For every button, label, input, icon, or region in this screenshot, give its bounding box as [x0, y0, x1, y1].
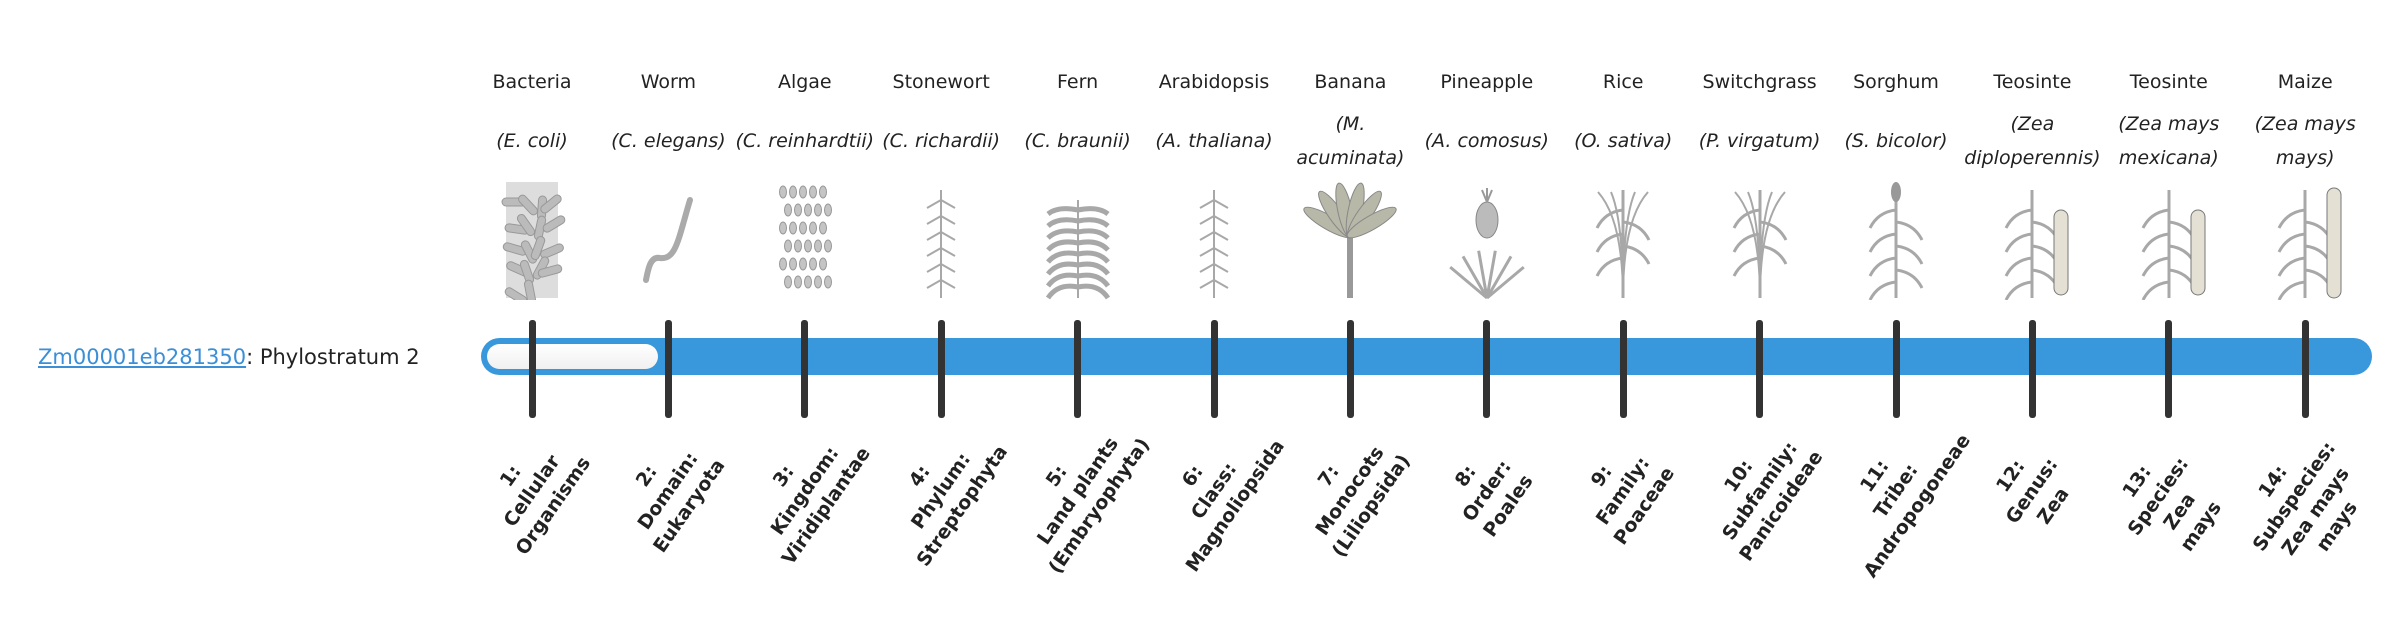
scientific-name: (C. elegans) — [598, 102, 738, 180]
phylostratum-bar-unfilled — [487, 344, 659, 369]
scientific-name-text: (O. sativa) — [1574, 130, 1673, 152]
banana-icon — [1303, 182, 1398, 298]
scientific-name-text: (C. elegans) — [611, 130, 726, 152]
scientific-name: (Zea mays mays) — [2235, 102, 2375, 180]
stratum-tick — [1892, 320, 1900, 418]
scientific-name: (C. reinhardtii) — [735, 102, 875, 180]
phylostratum-bar — [481, 338, 2372, 375]
organism-name: Bacteria — [492, 71, 572, 93]
bacteria-icon — [501, 182, 566, 300]
organism-column: Fern (C. braunii) — [1008, 62, 1148, 300]
sorghum-icon — [1868, 182, 1924, 300]
organism-column: Sorghum (S. bicolor) — [1826, 62, 1966, 300]
organism-name: Banana — [1314, 71, 1387, 93]
teosinte-icon — [2005, 190, 2069, 300]
scientific-name: (C. braunii) — [1008, 102, 1148, 180]
organism-name: Worm — [640, 71, 697, 93]
stratum-tick — [528, 320, 536, 418]
scientific-name: (Zea mays mexicana) — [2099, 102, 2239, 180]
arabidopsis-icon — [1199, 190, 1229, 298]
stratum-tick — [1210, 320, 1218, 418]
organism-column: Teosinte (Zea mays mexicana) — [2099, 62, 2239, 300]
stratum-tick — [1619, 320, 1627, 418]
organism-name: Arabidopsis — [1158, 71, 1270, 93]
switchgrass-icon — [1732, 190, 1787, 299]
organism-name: Sorghum — [1853, 71, 1939, 93]
stratum-tick — [937, 320, 945, 418]
maize-icon — [2277, 187, 2342, 300]
organism-name: Maize — [2277, 71, 2333, 93]
organism-column: Maize (Zea mays mays) — [2235, 62, 2375, 300]
stratum-tick — [2301, 320, 2309, 418]
scientific-name: (A. thaliana) — [1144, 102, 1284, 180]
scientific-name: (O. sativa) — [1553, 102, 1693, 180]
organism-column: Arabidopsis (A. thaliana) — [1144, 62, 1284, 298]
organism-name: Stonewort — [892, 71, 990, 93]
teosinte-mexicana-icon — [2141, 190, 2206, 300]
organism-column: Pineapple (A. comosus) — [1417, 62, 1557, 300]
algae-icon — [778, 185, 832, 289]
organism-column: Worm (C. elegans) — [598, 62, 738, 283]
stratum-tick — [1074, 320, 1082, 418]
organism-name: Rice — [1602, 71, 1644, 93]
stratum-tick — [2165, 320, 2173, 418]
scientific-name-text: (Zea mays mays) — [2254, 113, 2356, 169]
scientific-name-text: (P. virgatum) — [1698, 130, 1821, 152]
scientific-name: (S. bicolor) — [1826, 102, 1966, 180]
organism-column: Bacteria (E. coli) — [462, 62, 602, 300]
stratum-tick — [2028, 320, 2036, 418]
scientific-name: (E. coli) — [462, 102, 602, 180]
scientific-name-text: (C. richardii) — [882, 130, 1001, 152]
stratum-tick — [801, 320, 809, 418]
scientific-name-text: (C. reinhardtii) — [735, 130, 875, 152]
stratum-tick — [1756, 320, 1764, 418]
scientific-name: (M. acuminata) — [1280, 102, 1420, 180]
scientific-name: (Zea diploperennis) — [1962, 102, 2102, 180]
scientific-name-text: (A. comosus) — [1424, 130, 1549, 152]
organism-column: Banana (M. acuminata) — [1280, 62, 1420, 298]
organism-column: Algae (C. reinhardtii) — [735, 62, 875, 289]
organism-name: Teosinte — [2129, 71, 2208, 93]
stratum-tick — [664, 320, 672, 418]
stonewort-icon — [926, 190, 956, 298]
organism-name: Teosinte — [1993, 71, 2072, 93]
organism-name: Fern — [1057, 71, 1099, 93]
scientific-name-text: (E. coli) — [496, 130, 568, 152]
organism-column: Switchgrass (P. virgatum) — [1690, 62, 1830, 299]
scientific-name-text: (S. bicolor) — [1844, 130, 1948, 152]
gene-label: Zm00001eb281350: Phylostratum 2 — [38, 341, 420, 373]
rice-icon — [1595, 190, 1651, 299]
pineapple-icon — [1449, 188, 1525, 300]
phylostratum-text: : Phylostratum 2 — [246, 345, 420, 369]
organism-column: Teosinte (Zea diploperennis) — [1962, 62, 2102, 300]
scientific-name: (A. comosus) — [1417, 102, 1557, 180]
scientific-name: (C. richardii) — [871, 102, 1011, 180]
organism-name: Switchgrass — [1702, 71, 1817, 93]
organism-name: Pineapple — [1440, 71, 1534, 93]
scientific-name-text: (Zea diploperennis) — [1964, 113, 2101, 169]
gene-id-link[interactable]: Zm00001eb281350 — [38, 345, 247, 369]
scientific-name: (P. virgatum) — [1690, 102, 1830, 180]
stratum-tick — [1346, 320, 1354, 418]
organism-column: Stonewort (C. richardii) — [871, 62, 1011, 298]
worm-icon — [643, 197, 694, 283]
organism-name: Algae — [777, 71, 832, 93]
scientific-name-text: (A. thaliana) — [1155, 130, 1273, 152]
stratum-tick — [1483, 320, 1491, 418]
scientific-name-text: (Zea mays mexicana) — [2118, 113, 2220, 169]
fern-icon — [1045, 200, 1110, 300]
scientific-name-text: (C. braunii) — [1024, 130, 1131, 152]
scientific-name-text: (M. acuminata) — [1296, 113, 1405, 169]
organism-column: Rice (O. sativa) — [1553, 62, 1693, 299]
